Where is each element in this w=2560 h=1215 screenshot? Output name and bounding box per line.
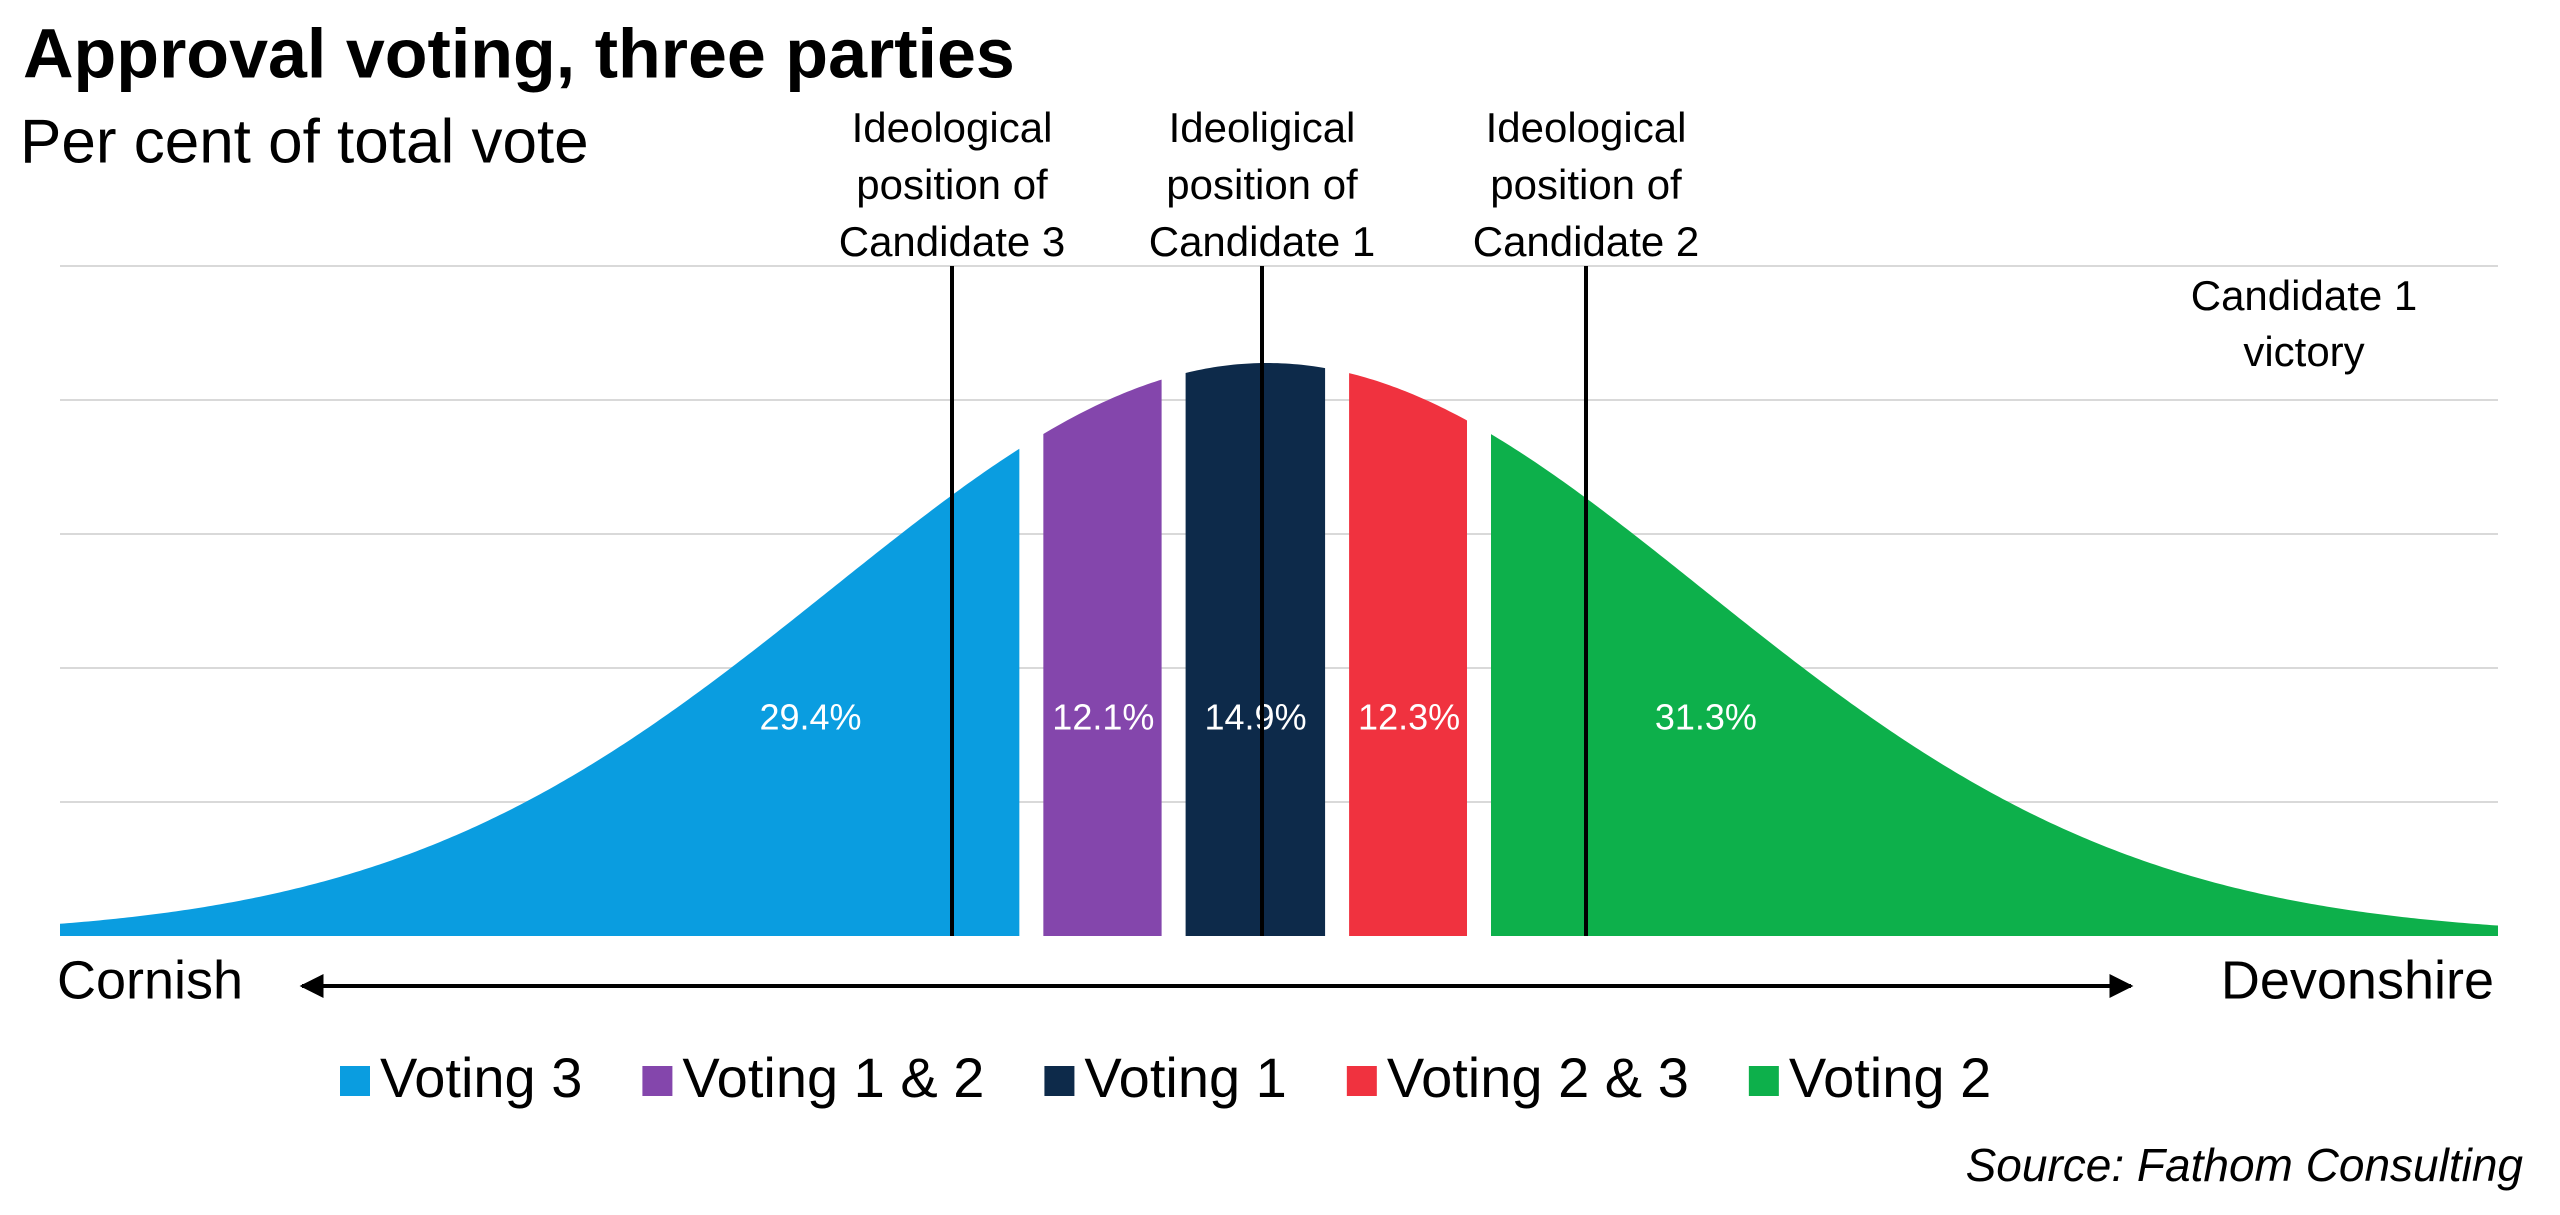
- legend-label: Voting 1: [1084, 1046, 1286, 1109]
- annotation-text: Ideological: [1486, 104, 1687, 151]
- note-text: victory: [2243, 328, 2364, 375]
- segment-label: 12.3%: [1358, 697, 1460, 738]
- segment: [60, 448, 1020, 936]
- segment: [1491, 434, 2498, 936]
- chart-title: Approval voting, three parties: [23, 14, 1015, 92]
- annotation-text: Ideoligical: [1169, 104, 1356, 151]
- segment-label: 29.4%: [759, 697, 861, 738]
- legend-swatch: [1044, 1066, 1075, 1096]
- annotation-text: position of: [1166, 161, 1358, 208]
- legend-label: Voting 2 & 3: [1387, 1046, 1689, 1109]
- legend-swatch: [642, 1066, 673, 1096]
- areas: 29.4% 12.1% 14.9% 12.3% 31.3%: [60, 363, 2498, 937]
- annotation-text: Candidate 3: [839, 218, 1066, 265]
- legend-label: Voting 3: [380, 1046, 582, 1109]
- legend-label: Voting 1 & 2: [682, 1046, 984, 1109]
- annotation-text: Ideological: [852, 104, 1053, 151]
- axis-right-label: Devonshire: [2221, 950, 2494, 1010]
- segment: [1043, 379, 1162, 936]
- legend-label: Voting 2: [1789, 1046, 1991, 1109]
- annotation-text: Candidate 2: [1473, 218, 1700, 265]
- segment: [1349, 373, 1468, 937]
- annotations: Ideological position of Candidate 3 Ideolig…: [839, 104, 2418, 936]
- segment-label: 14.9%: [1205, 697, 1307, 738]
- legend-swatch: [1346, 1066, 1377, 1096]
- segment-label: 31.3%: [1655, 697, 1757, 738]
- axis-left-label: Cornish: [57, 950, 243, 1010]
- note-text: Candidate 1: [2191, 272, 2418, 319]
- segment: [1185, 363, 1326, 937]
- annotation-text: position of: [856, 161, 1048, 208]
- annotation-text: position of: [1490, 161, 1682, 208]
- annotation-text: Candidate 1: [1149, 218, 1376, 265]
- segment-label: 12.1%: [1052, 697, 1154, 738]
- legend-swatch: [1748, 1066, 1779, 1096]
- legend: Voting 3 Voting 1 & 2 Voting 1 Voting 2 & 3…: [340, 1046, 1991, 1109]
- chart-subtitle: Per cent of total vote: [20, 107, 589, 176]
- source: Source: Fathom Consulting: [1966, 1139, 2524, 1191]
- legend-swatch: [340, 1066, 370, 1096]
